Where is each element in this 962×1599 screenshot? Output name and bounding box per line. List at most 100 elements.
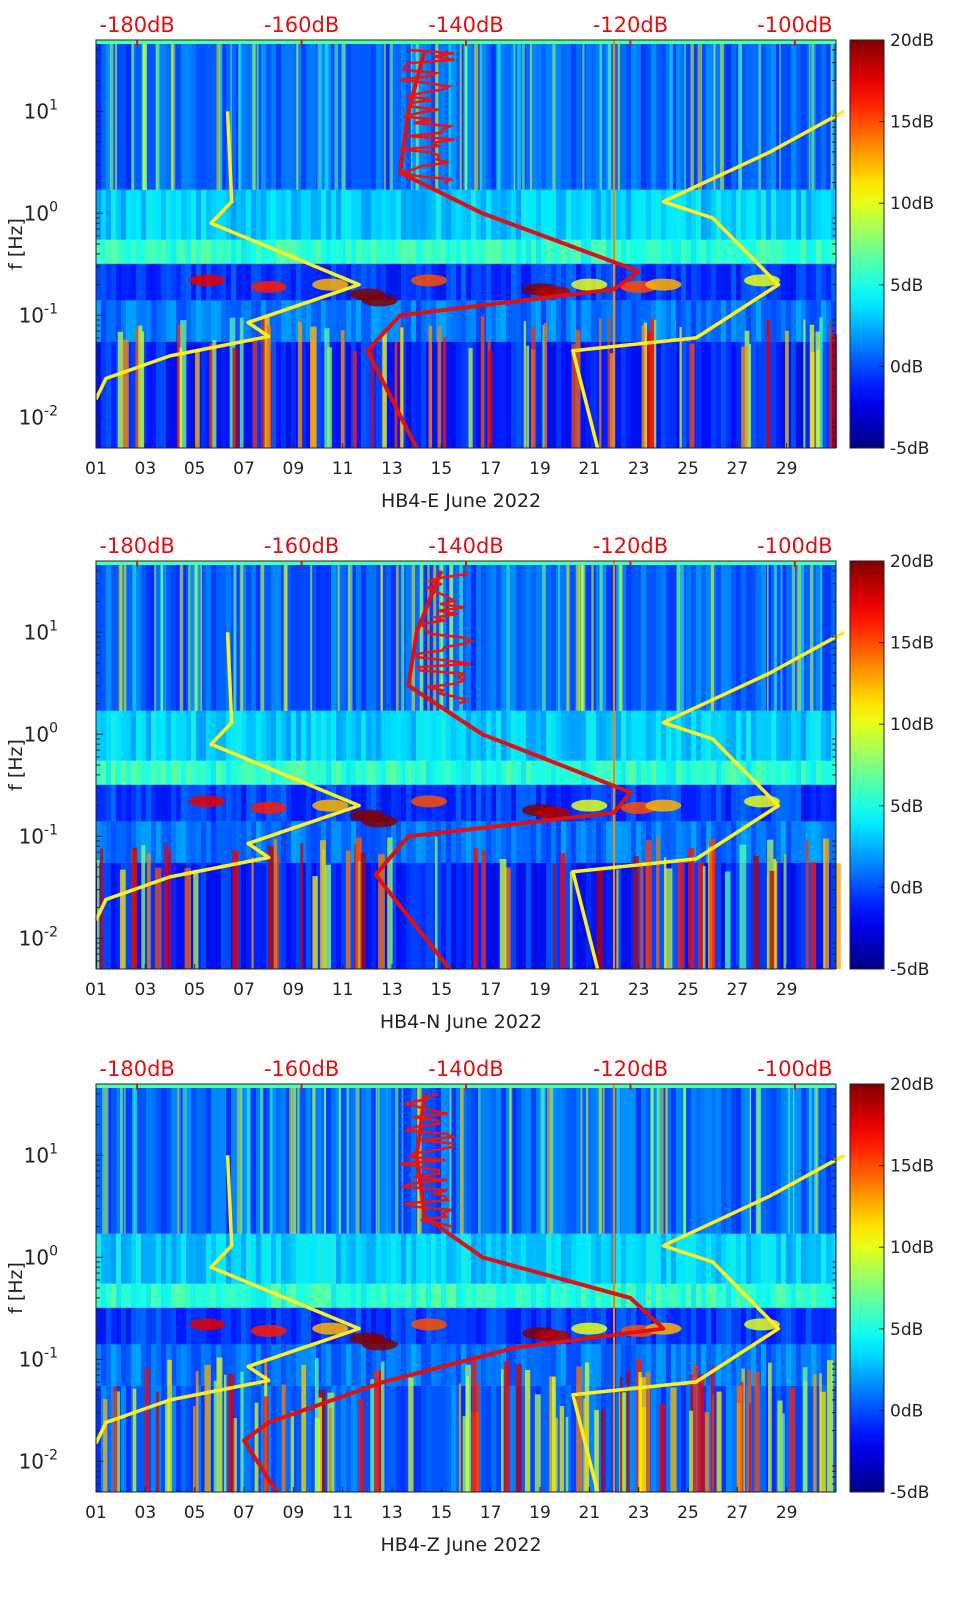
spectrogram-cell: [161, 1307, 167, 1345]
spectrogram-cell: [201, 1385, 207, 1492]
spectrogram-cell: [256, 1385, 262, 1492]
lf-streak: [473, 848, 479, 969]
spectrogram-cell: [586, 760, 592, 785]
hf-streak: [312, 1084, 316, 1234]
spectrogram-cell: [176, 821, 182, 863]
spectrogram-cell: [246, 1283, 252, 1308]
spectrogram-cell: [206, 1233, 212, 1284]
spectrogram-cell: [186, 1385, 192, 1492]
spectrogram-cell: [551, 1283, 557, 1308]
spectrogram-cell: [241, 821, 247, 863]
spectrogram-cell: [816, 784, 822, 822]
spectrogram-cell: [356, 760, 362, 785]
spectrogram-cell: [196, 1084, 202, 1234]
spectrogram-cell: [801, 760, 807, 785]
spectrogram-cell: [286, 784, 292, 822]
spectrogram-cell: [516, 561, 522, 711]
spectrogram-cell: [801, 862, 807, 969]
spectrogram-cell: [746, 1283, 752, 1308]
spectrogram-cell: [526, 821, 532, 863]
spectrogram-cell: [781, 710, 787, 761]
spectrogram-cell: [261, 1344, 267, 1386]
spectrogram-cell: [411, 1344, 417, 1386]
spectrogram-cell: [241, 862, 247, 969]
spectrogram-cell: [306, 300, 312, 342]
spectrogram-cell: [826, 263, 832, 301]
spectrogram-cell: [491, 821, 497, 863]
spectrogram-cell: [201, 300, 207, 342]
spectrogram-cell: [786, 821, 792, 863]
spectrogram-cell: [686, 1307, 692, 1345]
spectrogram-cell: [366, 1233, 372, 1284]
spectrogram-cell: [526, 561, 532, 711]
spectrogram-cell: [266, 1344, 272, 1386]
lf-streak: [266, 325, 271, 448]
spectrogram-cell: [196, 239, 202, 264]
spectrogram-cell: [646, 1233, 652, 1284]
spectrogram-cell: [361, 1233, 367, 1284]
spectrogram-cell: [141, 1344, 147, 1386]
spectrogram-cell: [471, 341, 477, 448]
spectrogram-cell: [426, 300, 432, 342]
spectrogram-cell: [551, 784, 557, 822]
spectrogram-cell: [406, 300, 412, 342]
spectrogram-cell: [341, 1385, 347, 1492]
spectrogram-cell: [486, 1283, 492, 1308]
spectrogram-cell: [121, 40, 127, 190]
hf-streak: [720, 40, 724, 190]
spectrogram-cell: [451, 821, 457, 863]
hf-streak: [179, 561, 184, 711]
spectrogram-cell: [791, 263, 797, 301]
spectrogram-cell: [806, 341, 812, 448]
lf-streak: [619, 1392, 626, 1492]
y-tick-label: 10-2: [19, 1447, 58, 1473]
spectrogram-cell: [476, 40, 482, 190]
spectrogram-cell: [316, 561, 322, 711]
spectrogram-cell: [576, 300, 582, 342]
spectrogram-cell: [376, 40, 382, 190]
spectrogram-cell: [756, 710, 762, 761]
spectrogram-cell: [426, 821, 432, 863]
spectrogram-cell: [361, 239, 367, 264]
spectrogram-cell: [151, 300, 157, 342]
spectrogram-cell: [521, 710, 527, 761]
spectrogram-cell: [666, 1344, 672, 1386]
spectrogram-cell: [696, 784, 702, 822]
hf-streak: [808, 1084, 813, 1234]
x-tick-label: 05: [184, 1503, 206, 1523]
spectrogram-cell: [491, 1344, 497, 1386]
spectrogram-cell: [341, 862, 347, 969]
spectrogram-cell: [151, 1084, 157, 1234]
lf-streak: [503, 1361, 510, 1492]
spectrogram-cell: [131, 1283, 137, 1308]
lf-streak: [179, 347, 182, 448]
spectrogram-cell: [351, 239, 357, 264]
spectrogram-cell: [736, 760, 742, 785]
spectrogram-cell: [791, 1307, 797, 1345]
microseism-blob: [189, 795, 225, 808]
spectrogram-cell: [406, 760, 412, 785]
hf-streak: [552, 40, 556, 190]
colorbar-tick-label: 0dB: [890, 357, 923, 377]
spectrogram-cell: [191, 341, 197, 448]
spectrogram-cell: [651, 561, 657, 711]
spectrogram-cell: [706, 189, 712, 240]
spectrogram-cell: [371, 561, 377, 711]
spectrogram-cell: [216, 1084, 222, 1234]
spectrogram-cell: [156, 1307, 162, 1345]
lf-streak: [263, 316, 270, 448]
spectrogram-cell: [686, 561, 692, 711]
spectrogram-cell: [741, 1344, 747, 1386]
spectrogram-cell: [231, 710, 237, 761]
spectrogram-cell: [776, 710, 782, 761]
spectrogram-cell: [216, 821, 222, 863]
y-tick-exponent: -1: [44, 822, 58, 838]
spectrogram-cell: [106, 1307, 112, 1345]
spectrogram-cell: [416, 862, 422, 969]
spectrogram-cell: [521, 189, 527, 240]
x-tick-label: 15: [431, 980, 453, 1000]
spectrogram-cell: [616, 300, 622, 342]
spectrogram-cell: [536, 40, 542, 190]
spectrogram-cell: [396, 1233, 402, 1284]
x-tick-label: 17: [480, 980, 502, 1000]
